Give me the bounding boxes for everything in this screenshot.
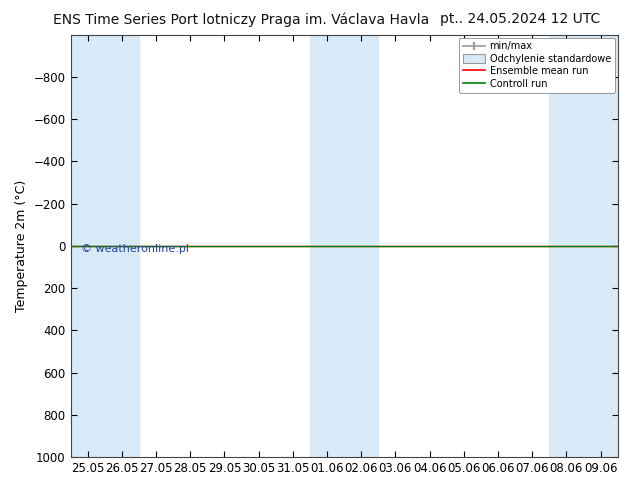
- Bar: [310, 35, 378, 457]
- Y-axis label: Temperature 2m (°C): Temperature 2m (°C): [15, 180, 28, 312]
- Text: ENS Time Series Port lotniczy Praga im. Václava Havla: ENS Time Series Port lotniczy Praga im. …: [53, 12, 429, 27]
- Legend: min/max, Odchylenie standardowe, Ensemble mean run, Controll run: min/max, Odchylenie standardowe, Ensembl…: [460, 38, 615, 93]
- Bar: [70, 35, 139, 457]
- Text: © weatheronline.pl: © weatheronline.pl: [82, 244, 190, 254]
- Text: pt.. 24.05.2024 12 UTC: pt.. 24.05.2024 12 UTC: [440, 12, 600, 26]
- Bar: [549, 35, 618, 457]
